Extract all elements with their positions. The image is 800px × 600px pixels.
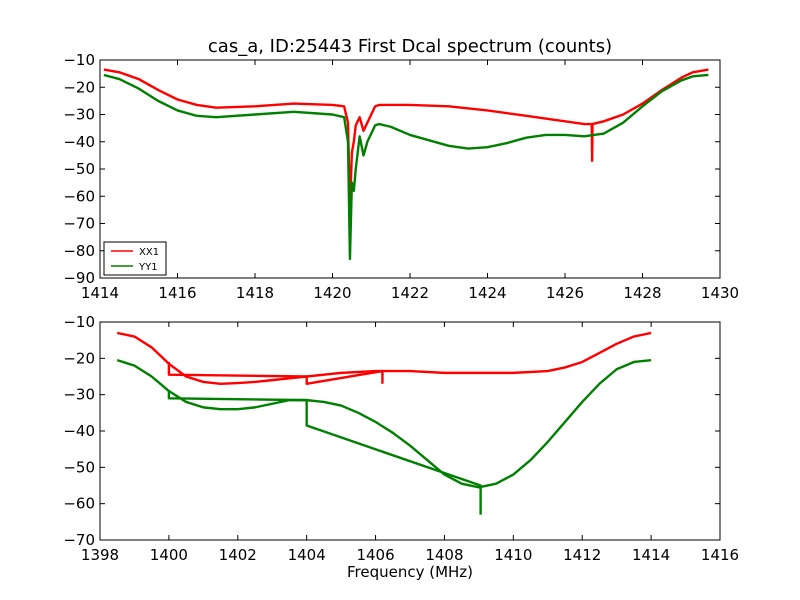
x-tick-label: 1430 [701,284,739,302]
x-tick-label: 1406 [356,546,394,564]
x-axis-label: Frequency (MHz) [347,563,473,581]
y-tick-label: −60 [63,187,95,205]
x-tick-label: 1426 [546,284,584,302]
y-tick-label: −10 [63,51,95,69]
x-tick-label: 1424 [468,284,506,302]
x-tick-label: 1422 [391,284,429,302]
y-tick-label: −50 [63,458,95,476]
chart-title: cas_a, ID:25443 First Dcal spectrum (cou… [208,36,612,57]
x-tick-label: 1428 [623,284,661,302]
x-tick-label: 1412 [563,546,601,564]
y-tick-label: −20 [63,78,95,96]
y-tick-label: −10 [63,313,95,331]
y-tick-label: −70 [63,215,95,233]
x-tick-label: 1416 [158,284,196,302]
top-axes: 1414 1416 1418 1420 1422 1424 1426 1428 1430 −90 −… [63,51,739,302]
legend-box [103,241,167,276]
y-tick-label: −60 [63,495,95,513]
y-tick-label: −20 [63,349,95,367]
x-tick-label: 1404 [288,546,326,564]
x-tick-label: 1410 [494,546,532,564]
y-tick-label: −40 [63,422,95,440]
x-tick-label: 1400 [150,546,188,564]
y-tick-label: −30 [63,386,95,404]
y-tick-label: −30 [63,106,95,124]
y-tick-label: −40 [63,133,95,151]
y-tick-label: −70 [63,531,95,549]
x-tick-label: 1398 [81,546,119,564]
x-tick-label: 1418 [236,284,274,302]
x-tick-label: 1402 [219,546,257,564]
y-tick-label: −90 [63,269,95,287]
legend-label: YY1 [138,262,158,273]
series-line-0-1 [103,73,709,261]
y-tick-label: −80 [63,242,95,260]
series-line-1-1 [167,361,384,385]
y-tick-label: −50 [63,160,95,178]
series-line-1-0 [116,331,652,385]
legend-label: XX1 [139,247,159,258]
series-line-1-3 [167,391,482,515]
bottom-axes: 1398 1400 1402 1404 1406 1408 1410 1412 1414 1416… [63,313,739,581]
series-line-0-0 [103,68,709,212]
x-tick-label: 1416 [701,546,739,564]
x-tick-label: 1420 [313,284,351,302]
x-tick-label: 1414 [632,546,670,564]
x-tick-label: 1414 [81,284,119,302]
x-tick-label: 1408 [425,546,463,564]
series-line-1-2 [116,358,652,489]
